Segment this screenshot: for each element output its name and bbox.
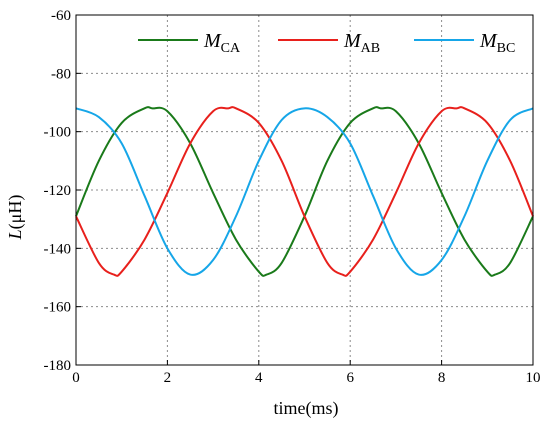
x-tick-label: 4 <box>255 370 263 386</box>
y-tick-label: -120 <box>44 183 72 199</box>
y-tick-label: -180 <box>44 358 72 374</box>
y-axis-label: L(μH) <box>5 195 26 241</box>
x-axis-label: time(ms) <box>274 398 339 419</box>
series-group <box>75 106 534 277</box>
legend: MCA MAB MBC <box>138 30 515 56</box>
legend-label-ab: MAB <box>343 30 380 56</box>
axis-ticks: 0 2 4 6 8 10 -60 -80 -100 -120 -140 -160 -180 <box>44 8 541 386</box>
y-tick-label: -160 <box>44 300 72 316</box>
x-tick-label: 0 <box>72 370 80 386</box>
y-tick-label: -80 <box>51 66 71 82</box>
series-line-ca <box>75 106 534 277</box>
y-tick-label: -60 <box>51 8 71 24</box>
x-tick-label: 6 <box>346 370 354 386</box>
legend-label-ca: MCA <box>203 30 241 56</box>
x-tick-label: 10 <box>526 370 541 386</box>
y-axis-label-unit: (μH) <box>5 195 26 230</box>
series-line-ab <box>75 106 534 277</box>
y-tick-label: -140 <box>44 241 72 257</box>
x-tick-label: 8 <box>438 370 446 386</box>
plot-frame <box>75 14 534 366</box>
series-line-bc <box>75 107 534 276</box>
legend-label-bc: MBC <box>479 30 515 56</box>
grid-lines <box>76 15 533 365</box>
y-tick-label: -100 <box>44 125 72 141</box>
y-axis-label-main: L <box>5 229 25 240</box>
x-tick-label: 2 <box>164 370 172 386</box>
